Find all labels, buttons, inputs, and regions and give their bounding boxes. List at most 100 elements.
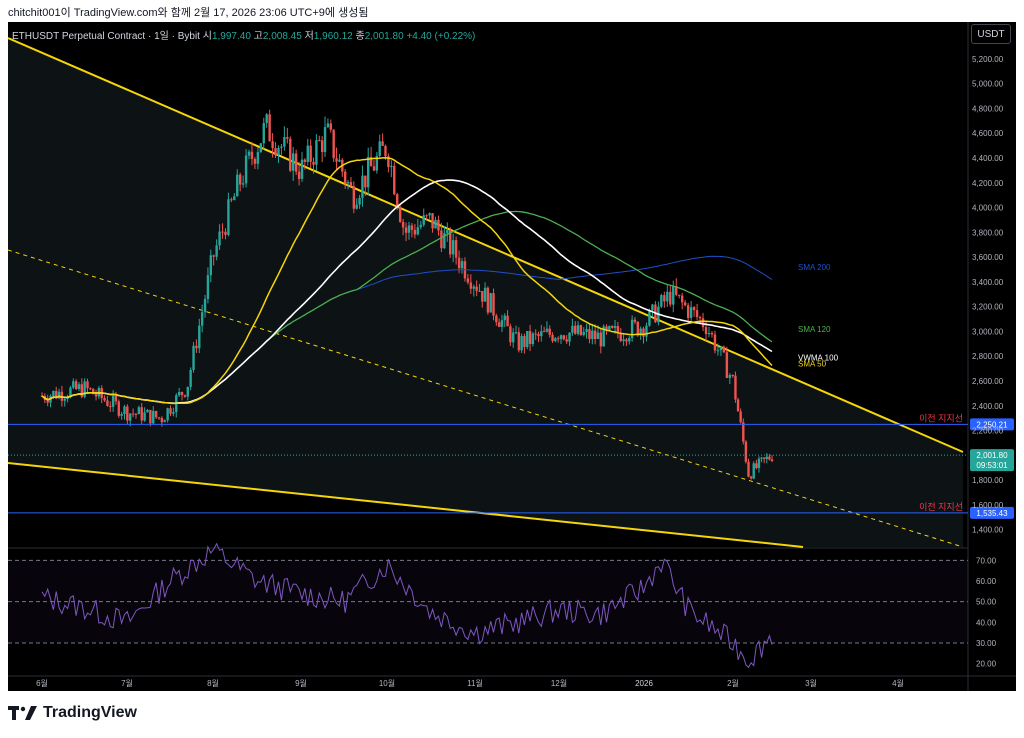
candle-body bbox=[523, 336, 526, 348]
candle-body bbox=[520, 336, 523, 351]
support-level-tag-text: 2,250.21 bbox=[976, 420, 1008, 429]
candle-body bbox=[443, 233, 446, 249]
time-axis-tick: 7월 bbox=[121, 678, 133, 688]
candle-body bbox=[230, 199, 233, 201]
candle-body bbox=[114, 395, 118, 402]
last-price-tag bbox=[970, 449, 1014, 472]
candle-body bbox=[486, 287, 490, 313]
candle-body bbox=[422, 215, 425, 225]
candle-body bbox=[692, 307, 696, 311]
candle-body bbox=[428, 213, 431, 216]
price-axis-tick: 2,600.00 bbox=[972, 377, 1004, 386]
candle-body bbox=[683, 302, 687, 306]
candle-body bbox=[86, 381, 89, 389]
candle-body bbox=[731, 374, 735, 376]
candle-body bbox=[752, 463, 755, 479]
candle-body bbox=[588, 329, 591, 340]
candle-body bbox=[537, 333, 540, 337]
candle-body bbox=[338, 159, 341, 162]
close-value: 2,001.80 bbox=[364, 31, 404, 42]
candle-body bbox=[608, 326, 611, 330]
candle-body bbox=[622, 339, 625, 342]
time-axis-tick: 2월 bbox=[727, 678, 739, 688]
candle-body bbox=[134, 413, 138, 415]
candle-body bbox=[367, 156, 370, 188]
candle-body bbox=[526, 331, 529, 348]
candle-body bbox=[241, 183, 245, 185]
price-axis-tick: 1,800.00 bbox=[972, 476, 1004, 485]
candle-body bbox=[596, 332, 600, 339]
candle-body bbox=[63, 398, 66, 401]
candle-body bbox=[192, 345, 195, 370]
candle-body bbox=[404, 227, 408, 233]
candle-body bbox=[123, 406, 126, 415]
candle-body bbox=[728, 374, 732, 378]
time-axis-tick: 9월 bbox=[295, 678, 307, 688]
candle-body bbox=[734, 375, 737, 400]
countdown-text: 09:53:01 bbox=[976, 461, 1008, 470]
candle-body bbox=[739, 411, 742, 423]
low-label: 저 bbox=[304, 31, 314, 42]
candle-body bbox=[120, 414, 123, 416]
tradingview-logo-icon bbox=[8, 706, 37, 720]
close-label: 종 bbox=[355, 31, 365, 42]
ma-label: SMA 50 bbox=[798, 360, 827, 369]
candle-body bbox=[440, 230, 443, 249]
price-axis-tick: 4,000.00 bbox=[972, 204, 1004, 213]
candle-body bbox=[489, 293, 492, 313]
candle-body bbox=[571, 325, 574, 333]
support-level-label: 이전 지지선 bbox=[919, 413, 963, 423]
candle-body bbox=[203, 298, 207, 313]
candle-body bbox=[221, 231, 224, 233]
sma-50-line bbox=[41, 157, 773, 405]
candle-body bbox=[268, 114, 271, 142]
candle-body bbox=[332, 129, 335, 159]
candle-body bbox=[506, 315, 509, 327]
candle-body bbox=[593, 330, 597, 339]
candle-body bbox=[517, 332, 521, 351]
candle-body bbox=[60, 391, 64, 401]
candle-body bbox=[689, 307, 693, 318]
candle-body bbox=[364, 175, 367, 188]
candle-body bbox=[704, 327, 708, 335]
candle-body bbox=[540, 331, 543, 337]
candle-body bbox=[169, 408, 172, 414]
candle-body bbox=[534, 333, 537, 335]
candle-body bbox=[559, 335, 563, 340]
candle-body bbox=[218, 231, 221, 246]
candle-body bbox=[672, 285, 675, 305]
candle-body bbox=[286, 137, 289, 139]
channel-mid-line bbox=[8, 249, 964, 548]
candle-body bbox=[83, 381, 86, 397]
candle-body bbox=[292, 153, 295, 171]
candle-body bbox=[425, 215, 428, 217]
candle-body bbox=[472, 286, 475, 289]
candle-body bbox=[551, 334, 554, 342]
candle-body bbox=[451, 240, 455, 255]
candle-body bbox=[309, 145, 312, 162]
candle-body bbox=[651, 304, 654, 311]
candle-body bbox=[419, 224, 422, 228]
candle-body bbox=[355, 204, 358, 209]
candle-body bbox=[757, 458, 761, 469]
candle-body bbox=[562, 335, 566, 340]
candle-body bbox=[460, 261, 464, 269]
candle-body bbox=[736, 399, 740, 412]
candle-body bbox=[669, 291, 672, 305]
candle-body bbox=[591, 330, 594, 340]
candle-body bbox=[274, 148, 277, 155]
tradingview-brand: TradingView bbox=[8, 704, 137, 722]
candle-body bbox=[616, 326, 620, 334]
candle-body bbox=[713, 334, 717, 351]
candle-body bbox=[256, 152, 260, 164]
candle-body bbox=[306, 145, 309, 163]
candle-body bbox=[437, 219, 440, 231]
candle-body bbox=[469, 282, 473, 289]
chart-frame[interactable]: SMA 200 SMA 120 VWMA 100 SMA 50 이전 지지선 2,250.… bbox=[8, 22, 1016, 691]
candle-body bbox=[233, 196, 236, 201]
rsi-axis-tick: 20.00 bbox=[976, 660, 997, 669]
candle-body bbox=[457, 257, 461, 269]
currency-button[interactable]: USDT bbox=[971, 24, 1011, 44]
candle-body bbox=[768, 456, 771, 460]
